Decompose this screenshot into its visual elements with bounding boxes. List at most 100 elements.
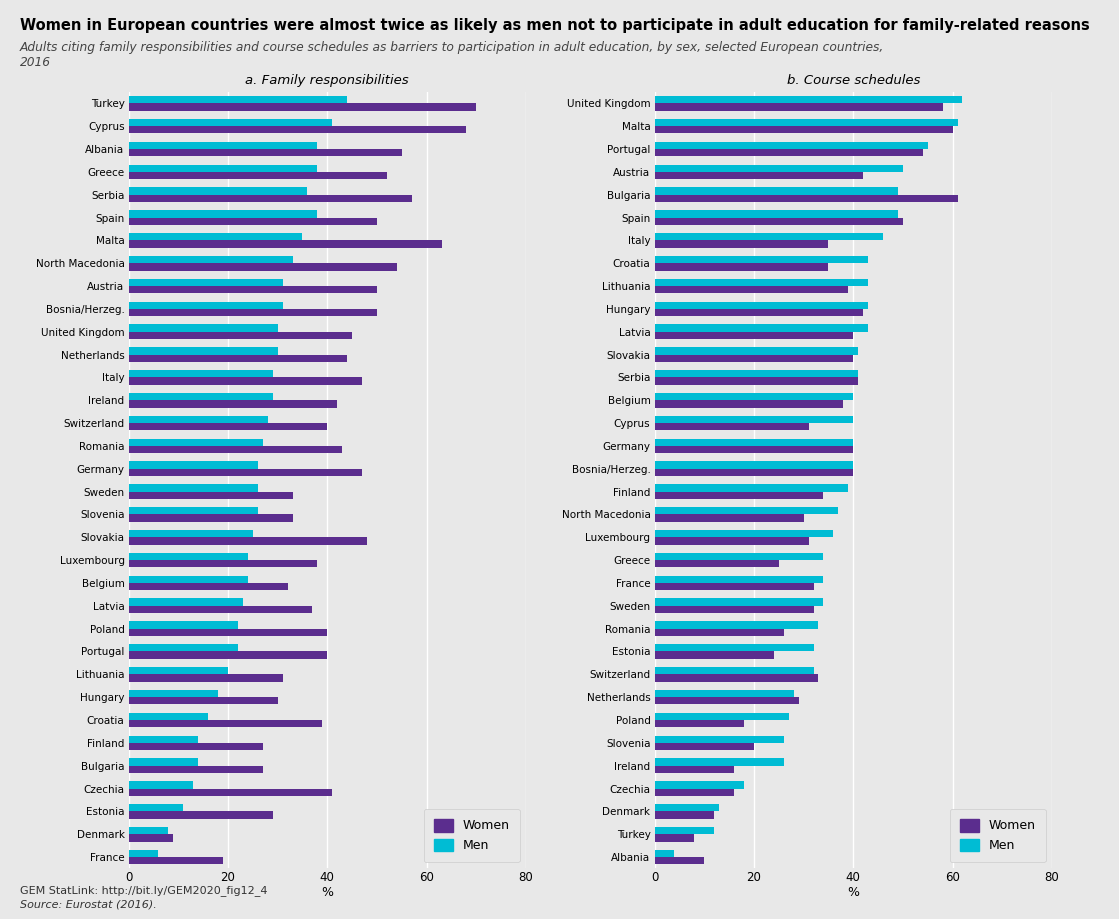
Bar (655, 393, 853, 401)
Bar (655, 187, 897, 195)
Bar (129, 507, 257, 515)
Bar (129, 484, 257, 492)
Legend: Women, Men: Women, Men (950, 809, 1045, 862)
Bar (129, 834, 173, 842)
Bar (129, 811, 273, 819)
Bar (655, 126, 952, 133)
Bar (129, 218, 377, 225)
Bar (655, 834, 694, 842)
Bar (129, 438, 263, 446)
Bar (655, 423, 809, 430)
Bar (655, 804, 720, 811)
Bar (129, 720, 322, 727)
Bar (129, 583, 288, 590)
Bar (655, 492, 824, 499)
Bar (655, 401, 844, 407)
Bar (129, 857, 223, 865)
Bar (129, 263, 397, 270)
Bar (129, 698, 278, 705)
Bar (655, 347, 858, 355)
Bar (129, 370, 273, 378)
Bar (129, 827, 168, 834)
Bar (655, 530, 834, 538)
Title: b. Course schedules: b. Course schedules (787, 74, 920, 86)
Bar (129, 492, 292, 499)
Bar (655, 583, 814, 590)
Bar (655, 332, 853, 339)
Text: Source: Eurostat (2016).: Source: Eurostat (2016). (20, 900, 157, 910)
Bar (655, 286, 848, 293)
Bar (129, 598, 243, 606)
Text: GEM StatLink: http://bit.ly/GEM2020_fig12_4: GEM StatLink: http://bit.ly/GEM2020_fig1… (20, 885, 267, 896)
Bar (129, 126, 467, 133)
Bar (655, 255, 868, 263)
Bar (129, 850, 159, 857)
Bar (129, 667, 228, 675)
Bar (655, 690, 793, 698)
Bar (655, 652, 774, 659)
Bar (129, 575, 247, 583)
Bar (655, 119, 958, 126)
Bar (129, 332, 352, 339)
Bar (129, 255, 292, 263)
Bar (129, 758, 198, 766)
Bar (655, 263, 828, 270)
Bar (655, 766, 734, 773)
Bar (655, 698, 799, 705)
Legend: Women, Men: Women, Men (424, 809, 519, 862)
Bar (129, 142, 318, 149)
Bar (655, 629, 783, 636)
Bar (129, 743, 263, 750)
Bar (129, 461, 257, 469)
Bar (129, 195, 412, 202)
Bar (129, 233, 302, 241)
Bar (655, 850, 675, 857)
Bar (129, 210, 318, 218)
Bar (129, 423, 327, 430)
Bar (129, 324, 278, 332)
Bar (655, 789, 734, 796)
Bar (655, 96, 962, 103)
Bar (129, 781, 194, 789)
Bar (129, 241, 442, 247)
Bar (129, 553, 247, 560)
Text: Women in European countries were almost twice as likely as men not to participat: Women in European countries were almost … (20, 18, 1090, 33)
Bar (655, 507, 838, 515)
Bar (129, 538, 367, 545)
Bar (129, 675, 283, 682)
Bar (655, 461, 853, 469)
Bar (655, 484, 848, 492)
Bar (655, 606, 814, 613)
Bar (129, 278, 283, 286)
Bar (129, 644, 238, 652)
Bar (655, 857, 704, 865)
Bar (129, 735, 198, 743)
Bar (129, 393, 273, 401)
Bar (129, 766, 263, 773)
Bar (129, 446, 342, 453)
Bar (129, 119, 332, 126)
Bar (129, 621, 238, 629)
Bar (655, 827, 714, 834)
Bar (655, 575, 824, 583)
Title: a. Family responsibilities: a. Family responsibilities (245, 74, 410, 86)
Bar (655, 218, 903, 225)
Bar (655, 538, 809, 545)
Bar (655, 713, 789, 720)
Bar (129, 515, 292, 522)
Bar (655, 720, 744, 727)
Bar (655, 811, 714, 819)
Bar (655, 758, 783, 766)
Bar (655, 142, 928, 149)
Bar (655, 446, 853, 453)
Bar (129, 530, 253, 538)
Bar (129, 606, 312, 613)
Bar (655, 355, 853, 362)
Bar (129, 149, 402, 156)
Bar (655, 644, 814, 652)
Bar (655, 309, 863, 316)
Bar (655, 165, 903, 172)
Bar (655, 553, 824, 560)
Bar (129, 713, 208, 720)
Bar (129, 560, 318, 567)
